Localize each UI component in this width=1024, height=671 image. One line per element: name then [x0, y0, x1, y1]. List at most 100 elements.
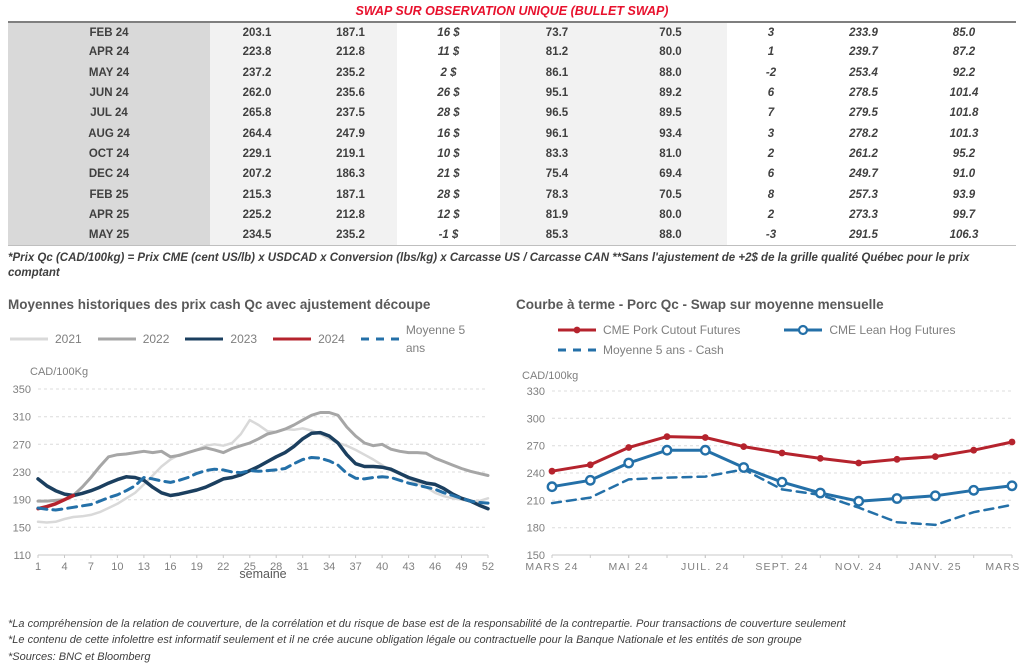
x-tick-label: JUIL. 24: [681, 561, 730, 573]
value-cell: 2: [727, 143, 815, 165]
y-tick-label: 330: [527, 386, 545, 398]
x-tick-label: 37: [349, 561, 361, 573]
value-cell: 80.0: [614, 42, 727, 63]
y-tick-label: 240: [527, 468, 545, 480]
series-line-CME Lean Hog Futures: [550, 448, 1014, 503]
x-tick-label: 7: [88, 561, 94, 573]
table-row: DEC 24 207.2 186.3 21 $75.4 69.4 6 249.7 91.0: [8, 164, 1016, 185]
page-title: SWAP SUR OBSERVATION UNIQUE (BULLET SWAP…: [355, 4, 669, 18]
data-point: [778, 449, 786, 457]
value-cell: 265.8: [210, 103, 304, 124]
x-axis-label: semaine: [239, 567, 286, 581]
legend-label: Moyenne 5 ans - Cash: [603, 342, 724, 357]
historical-chart-panel: Moyennes historiques des prix cash Qc av…: [8, 297, 496, 592]
value-cell: 80.0: [614, 204, 727, 225]
table-row: OCT 24 229.1 219.1 10 $83.3 81.0 2 261.2 95.2: [8, 143, 1016, 165]
value-cell: 83.3: [500, 143, 614, 165]
table-row: JUN 24 262.0 235.6 26 $95.1 89.2 6 278.5 101.4: [8, 82, 1016, 104]
forward-chart: 150 180 210 240 270 300 330 MARS 24 MAI 24 JUIL. …: [525, 386, 1024, 573]
y-tick-label: 350: [13, 384, 31, 396]
value-cell: 2 $: [397, 62, 500, 83]
table-row: AUG 24 264.4 247.9 16 $96.1 93.4 3 278.2 101.3: [8, 123, 1016, 144]
value-cell: 207.2: [210, 164, 304, 185]
value-cell: 279.5: [849, 107, 878, 120]
month-cell: DEC 24: [8, 164, 210, 185]
value-cell: 81.0: [614, 143, 727, 165]
legend-item: 2023: [183, 330, 257, 348]
value-cell: 212.8: [304, 42, 397, 63]
legend-item: CME Pork Cutout Futures: [556, 321, 740, 339]
swap-table-body: FEB 24 203.1 187.1 16 $73.7 70.5 3 233.9 85.0 AP…: [8, 22, 1016, 246]
month-cell: FEB 24: [8, 22, 210, 43]
value-cell: 99.7: [952, 208, 976, 221]
sources-line: *Sources: BNC et Bloomberg: [8, 650, 151, 663]
value-cell: 278.2: [849, 127, 878, 140]
table-footnote: *Prix Qc (CAD/100kg) = Prix CME (cent US…: [8, 251, 970, 279]
value-cell: -3: [727, 224, 815, 246]
value-cell: 234.5: [210, 224, 304, 246]
x-tick-label: 49: [455, 561, 467, 573]
value-cell: 93.9: [952, 188, 976, 201]
value-cell: 21 $: [397, 164, 500, 185]
legend-label: 2023: [230, 331, 258, 346]
value-cell: 262.0: [210, 82, 304, 104]
series-line-Moyenne 5 ans: [36, 455, 490, 512]
value-cell: 11 $: [397, 42, 500, 63]
data-point: [663, 432, 671, 440]
value-cell: 81.9: [500, 204, 614, 225]
value-cell: 26 $: [397, 82, 500, 104]
legend-swatch: [784, 324, 823, 335]
legend-label: 2021: [55, 331, 82, 346]
x-tick-label: 28: [270, 561, 282, 573]
data-point: [814, 487, 826, 499]
value-cell: -1 $: [397, 224, 500, 246]
value-cell: 70.5: [614, 22, 727, 43]
value-cell: -2: [727, 62, 815, 83]
legend-label: 2024: [318, 331, 345, 346]
value-cell: 95.1: [500, 82, 614, 104]
data-point: [776, 476, 788, 488]
value-cell: 106.3: [949, 228, 979, 241]
value-cell: 247.9: [304, 123, 397, 144]
x-tick-label: 31: [297, 561, 309, 573]
value-cell: 89.5: [614, 103, 727, 124]
data-point: [625, 443, 633, 451]
data-point: [699, 444, 711, 456]
x-tick-label: 43: [402, 561, 414, 573]
historical-unit-label: CAD/100Kg: [30, 365, 89, 378]
value-cell: 85.3: [500, 224, 614, 246]
data-point: [970, 446, 978, 454]
value-cell: 69.4: [614, 164, 727, 185]
footer-disclaimers: *La compréhension de la relation de couv…: [8, 616, 1016, 666]
x-tick-label: NOV. 24: [835, 561, 883, 573]
value-cell: 8: [727, 184, 815, 205]
table-row: APR 25 225.2 212.8 12 $81.9 80.0 2 273.3 99.7: [8, 204, 1016, 225]
legend-item: 2021: [8, 330, 82, 348]
data-point: [548, 467, 556, 475]
x-tick-label: JANV. 25: [909, 561, 962, 573]
value-cell: 88.0: [614, 62, 727, 83]
y-tick-label: 210: [527, 495, 545, 507]
data-point: [701, 433, 709, 441]
value-cell: 73.7: [500, 22, 614, 43]
y-tick-label: 190: [13, 494, 31, 506]
value-cell: 88.0: [614, 224, 727, 246]
x-tick-label: 34: [323, 561, 335, 573]
series-line-2021: [36, 418, 490, 524]
x-tick-label: 22: [217, 561, 229, 573]
value-cell: 1: [727, 42, 815, 63]
x-tick-label: 40: [376, 561, 388, 573]
data-point: [1006, 480, 1018, 491]
series-line-2024: [36, 493, 76, 511]
legend-swatch: [273, 337, 312, 341]
month-cell: APR 24: [8, 42, 210, 63]
swap-table: FEB 24 203.1 187.1 16 $73.7 70.5 3 233.9 85.0 AP…: [8, 21, 1016, 246]
value-cell: 237.5: [304, 103, 397, 124]
historical-chart-legend: 2021 2022 2023 2024 Moyenne 5 ans: [8, 321, 496, 357]
value-cell: 253.4: [849, 66, 878, 79]
data-point: [853, 495, 865, 507]
value-cell: 89.2: [614, 82, 727, 104]
data-point: [738, 461, 750, 473]
x-tick-label: 25: [244, 561, 256, 573]
